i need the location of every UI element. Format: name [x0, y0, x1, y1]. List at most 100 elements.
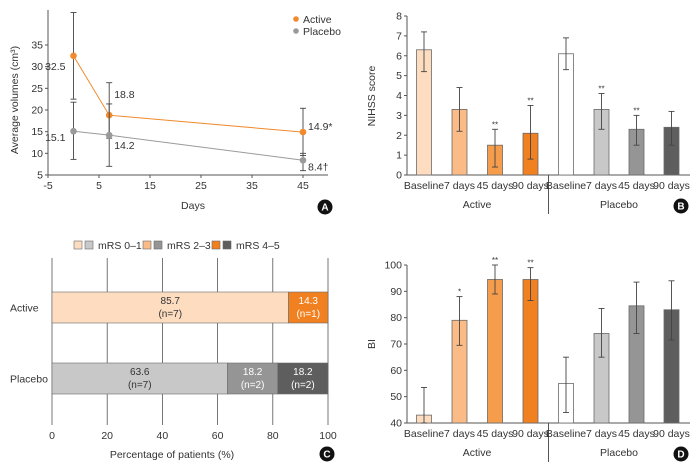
panel-d-bar	[487, 279, 503, 424]
panel-d-x-tick-label: 90 days	[653, 428, 690, 440]
panel-b-group-label: Placebo	[600, 199, 638, 211]
panel-a-y-tick-label: 35	[31, 40, 43, 52]
panel-a-data-label: 15.1	[45, 132, 66, 144]
panel-c-category-label: Placebo	[10, 374, 48, 386]
panel-b-y-tick-label: 8	[396, 11, 402, 23]
panel-b-y-tick-label: 0	[396, 170, 402, 182]
panel-b-y-tick-label: 1	[396, 150, 402, 162]
panel-b-badge: B	[673, 198, 689, 214]
panel-a-y-tick-label: 10	[31, 148, 43, 160]
panel-b-x-tick-label: 7 days	[586, 180, 617, 192]
panel-a-x-tick-label: 25	[195, 180, 207, 192]
panel-b-significance: **	[527, 96, 533, 105]
panel-b-y-tick-label: 5	[396, 70, 402, 82]
panel-c-segment-value: 14.3	[299, 296, 319, 307]
panel-c-legend-swatch-active	[73, 240, 83, 250]
panel-c-legend: mRS 0–1 mRS 2–3 mRS 4–5	[73, 240, 280, 252]
panel-b-x-tick-label: Baseline	[404, 180, 444, 192]
panel-a-data-label: 14.9*	[308, 121, 333, 133]
panel-a-line-chart: Average volumes (cm³) Days ActivePlacebo…	[9, 10, 341, 215]
panel-c-bar-segment	[288, 291, 329, 324]
panel-c-segment-value: 63.6	[130, 367, 150, 378]
panel-c-x-tick-label: 60	[212, 430, 224, 442]
panel-b-y-tick-label: 4	[396, 90, 402, 102]
panel-c-segment-value: 18.2	[243, 367, 263, 378]
panel-b-bar	[558, 53, 574, 176]
panel-d-x-tick-label: 45 days	[618, 428, 655, 440]
panel-c-x-axis-label: Percentage of patients (%)	[110, 449, 234, 461]
panel-a-data-label: 18.8	[114, 89, 135, 101]
panel-b-x-tick-label: 45 days	[477, 180, 514, 192]
panel-a-badge-circle	[317, 199, 333, 215]
panel-b-x-tick-label: 90 days	[653, 180, 690, 192]
panel-d-y-axis-label: BI	[366, 339, 378, 349]
panel-a-point-active	[299, 128, 307, 136]
panel-d-y-tick-label: 100	[384, 260, 402, 272]
panel-d-y-tick-label: 80	[390, 312, 402, 324]
panel-b-x-tick-label: Baseline	[546, 180, 586, 192]
panel-c-legend-swatch-placebo	[153, 240, 163, 250]
panel-c-x-tick-label: 40	[157, 430, 169, 442]
panel-c-x-tick-label: 0	[49, 430, 55, 442]
panel-c-segment-value: 18.2	[293, 367, 313, 378]
panel-b-y-tick-label: 3	[396, 110, 402, 122]
panel-a-y-tick-label: 5	[37, 170, 43, 182]
panel-c-segment-n: (n=7)	[128, 380, 152, 391]
panel-a-y-tick-label: 25	[31, 83, 43, 95]
panel-d-y-tick-label: 70	[390, 339, 402, 351]
panel-c-legend-label: mRS 0–1	[98, 240, 142, 252]
panel-a-point-placebo	[70, 127, 77, 135]
panel-a-line-active	[73, 55, 304, 133]
panel-a-legend-label: Active	[303, 14, 332, 26]
panel-c-legend-label: mRS 4–5	[236, 240, 280, 252]
panel-a-y-tick-label: 15	[31, 126, 43, 138]
panel-c-category-label: Active	[10, 303, 39, 315]
panel-a-data-label: 8.4†	[308, 161, 329, 173]
panel-d-x-tick-label: 90 days	[512, 428, 549, 440]
panel-d-y-tick-label: 60	[390, 365, 402, 377]
panel-a-legend-marker	[293, 28, 299, 34]
panel-a-legend-label: Placebo	[303, 26, 341, 38]
panel-d-y-tick-label: 90	[390, 286, 402, 298]
panel-a-y-axis-label: Average volumes (cm³)	[9, 46, 21, 154]
panel-d-x-tick-label: 7 days	[586, 428, 617, 440]
panel-a-point-active	[70, 52, 77, 60]
panel-a-badge-label: A	[321, 203, 328, 214]
panel-c-legend-swatch-placebo	[84, 240, 94, 250]
panel-c-bar-segment	[227, 362, 279, 395]
panel-c-bar-segment	[277, 362, 329, 395]
panel-c-legend-swatch-placebo	[222, 240, 232, 250]
panel-c-badge-circle	[319, 446, 335, 462]
panel-c-segment-n: (n=2)	[291, 380, 315, 391]
panel-b-significance: **	[633, 106, 639, 115]
panel-a-x-tick-label: -5	[43, 180, 52, 192]
panel-a-x-axis-label: Days	[181, 200, 205, 212]
panel-c-x-tick-label: 100	[319, 430, 337, 442]
panel-d-badge: D	[673, 446, 689, 462]
panel-d-x-tick-label: Baseline	[404, 428, 444, 440]
panel-c-x-tick-label: 80	[267, 430, 279, 442]
panel-c-badge-label: C	[323, 450, 330, 461]
panel-c-legend-swatch-active	[211, 240, 221, 250]
panel-d-significance: **	[492, 256, 498, 265]
panel-d-x-tick-label: 7 days	[444, 428, 475, 440]
panel-a-point-placebo	[299, 156, 307, 164]
panel-b-badge-circle	[673, 198, 689, 214]
panel-c-x-tick-label: 20	[101, 430, 113, 442]
panel-a-point-placebo	[105, 131, 113, 139]
panel-b-y-axis-label: NIHSS score	[366, 66, 378, 127]
panel-c-segment-value: 85.7	[161, 296, 181, 307]
panel-b-significance: **	[598, 85, 604, 94]
panel-b-x-tick-label: 90 days	[512, 180, 549, 192]
panel-c-legend-label: mRS 2–3	[167, 240, 211, 252]
panel-d-y-tick-label: 40	[390, 418, 402, 430]
panel-c-bar-segment	[51, 362, 228, 395]
panel-b-x-tick-label: 45 days	[618, 180, 655, 192]
panel-d-significance: *	[458, 288, 461, 297]
panel-b-badge-label: B	[677, 202, 684, 213]
panel-a-y-tick-label: 20	[31, 105, 43, 117]
panel-a-y-tick-label: 30	[31, 61, 43, 73]
